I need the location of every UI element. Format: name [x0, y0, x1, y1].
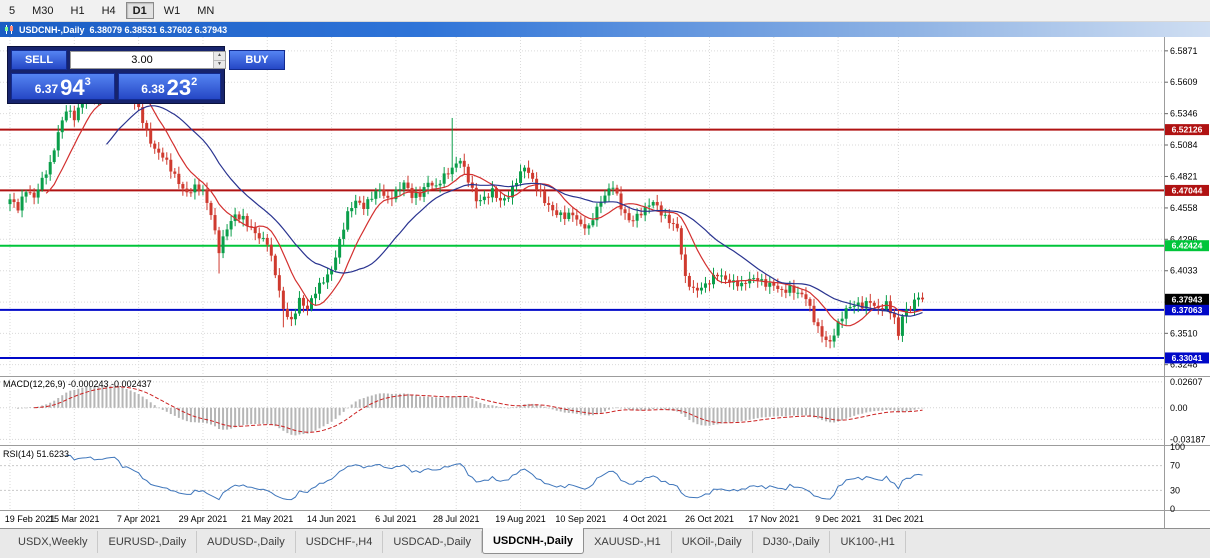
sell-price-pips: 94	[60, 75, 85, 100]
sell-price-point: 3	[84, 76, 91, 88]
price-tick-label: 6.5609	[1170, 77, 1198, 87]
chart-tab-usdchf-h4[interactable]: USDCHF-,H4	[296, 531, 384, 553]
x-axis-label: 19 Aug 2021	[495, 514, 546, 524]
chart-title-bar[interactable]: USDCNH-,Daily 6.38079 6.38531 6.37602 6.…	[0, 22, 1210, 37]
timeframe-button-d1[interactable]: D1	[125, 2, 154, 19]
rsi-indicator	[66, 454, 923, 501]
price-tick-label: 6.5871	[1170, 46, 1198, 56]
rsi-axis-label: 70	[1170, 461, 1180, 471]
chart-tab-bar: USDX,Weekly EURUSD-,Daily AUDUSD-,Daily USD…	[0, 528, 1210, 558]
price-tick-label: 6.4296	[1170, 234, 1198, 244]
sell-price-prefix: 6.37	[34, 82, 59, 96]
chart-title-symbol: USDCNH-,Daily	[19, 24, 85, 35]
macd-signal-line	[34, 386, 923, 433]
chart-tab-uk100-h1[interactable]: UK100-,H1	[830, 531, 906, 553]
rsi-axis-label: 0	[1170, 504, 1175, 514]
chart-tab-usdcad-daily[interactable]: USDCAD-,Daily	[383, 531, 482, 553]
x-axis-label: 10 Sep 2021	[555, 514, 606, 524]
chart-canvas[interactable]: 6.5871 6.5609 6.5346 6.5084 6.4821 6.4558 6.42…	[0, 37, 1210, 528]
x-axis-label: 17 Nov 2021	[748, 514, 799, 524]
chart-window-icon	[5, 25, 13, 34]
x-axis-label: 19 Feb 2021	[5, 514, 56, 524]
chart-tab-xauusd-h1[interactable]: XAUUSD-,H1	[584, 531, 672, 553]
price-line-badge	[1165, 240, 1209, 252]
svg-text:6.37063: 6.37063	[1172, 305, 1203, 315]
price-tick-label: 6.4033	[1170, 266, 1198, 276]
macd-axis-label: 0.02607	[1170, 377, 1203, 387]
current-price-badge	[1165, 293, 1209, 305]
chart-tab-dj30-daily[interactable]: DJ30-,Daily	[753, 531, 831, 553]
chart-tab-usdcnh-daily[interactable]: USDCNH-,Daily	[481, 528, 585, 554]
price-tick-label: 6.4821	[1170, 171, 1198, 181]
timeframe-button-h4[interactable]: H4	[95, 2, 123, 19]
chart-tab-usdx-weekly[interactable]: USDX,Weekly	[8, 531, 99, 553]
moving-averages	[45, 88, 923, 327]
volume-input[interactable]	[71, 52, 213, 68]
x-axis-label: 31 Dec 2021	[873, 514, 924, 524]
x-axis-label: 6 Jul 2021	[375, 514, 417, 524]
rsi-axis-label: 100	[1170, 442, 1185, 452]
panel-frames	[0, 37, 1210, 528]
volume-field: ▲ ▼	[70, 51, 226, 69]
indicator-headers: MACD(12,26,9) -0.000243 -0.002437 RSI(14)…	[3, 379, 152, 459]
chart-title-ohlc: 6.38079 6.38531 6.37602 6.37943	[89, 24, 228, 35]
price-line-badge	[1165, 352, 1209, 364]
volume-decrement-button[interactable]: ▼	[214, 59, 225, 68]
timeframe-toolbar: 5 M30 H1 H4 D1 W1 MN	[0, 0, 1210, 22]
rsi-header: RSI(14) 51.6233	[3, 449, 69, 459]
x-axis-label: 4 Oct 2021	[623, 514, 667, 524]
x-axis-label: 21 May 2021	[241, 514, 293, 524]
price-line-badge	[1165, 304, 1209, 316]
macd-header: MACD(12,26,9) -0.000243 -0.002437	[3, 379, 152, 389]
rsi-axis-label: 30	[1170, 485, 1180, 495]
x-axis-label: 9 Dec 2021	[815, 514, 861, 524]
timeframe-button-w1[interactable]: W1	[157, 2, 188, 19]
svg-text:6.42424: 6.42424	[1172, 241, 1203, 251]
price-tick-label: 6.5084	[1170, 140, 1198, 150]
macd-indicator	[17, 385, 924, 436]
x-axis-label: 29 Apr 2021	[179, 514, 228, 524]
price-tick-label: 6.3510	[1170, 328, 1198, 338]
macd-axis-label: 0.00	[1170, 403, 1188, 413]
svg-text:6.37943: 6.37943	[1172, 294, 1203, 304]
price-tick-label: 6.3248	[1170, 360, 1198, 370]
rsi-line	[66, 454, 923, 501]
price-tick-label: 6.4558	[1170, 203, 1198, 213]
one-click-trading-panel: SELL ▲ ▼ BUY 6.37 94 3 6.38 23 2	[7, 46, 285, 104]
sell-button[interactable]: SELL	[11, 50, 67, 70]
sell-price-button[interactable]: 6.37 94 3	[11, 73, 115, 100]
svg-text:6.33041: 6.33041	[1172, 353, 1203, 363]
svg-text:6.47044: 6.47044	[1172, 185, 1203, 195]
chart-tab-audusd-daily[interactable]: AUDUSD-,Daily	[197, 531, 296, 553]
svg-text:6.52126: 6.52126	[1172, 125, 1203, 135]
timeframe-button-m30[interactable]: M30	[25, 2, 60, 19]
x-axis-label: 7 Apr 2021	[117, 514, 161, 524]
timeframe-button-h1[interactable]: H1	[64, 2, 92, 19]
x-axis-label: 28 Jul 2021	[433, 514, 480, 524]
macd-axis-label: -0.03187	[1170, 434, 1206, 444]
price-badges: 6.52126 6.47044 6.42424 6.37063 6.33041 6.379…	[1165, 124, 1209, 364]
volume-increment-button[interactable]: ▲	[214, 52, 225, 60]
buy-price-point: 2	[191, 76, 198, 88]
buy-price-pips: 23	[166, 75, 192, 100]
chart-tab-eurusd-daily[interactable]: EURUSD-,Daily	[98, 531, 198, 553]
x-axis-label: 26 Oct 2021	[685, 514, 734, 524]
buy-button[interactable]: BUY	[229, 50, 285, 70]
ma-fast-line	[45, 88, 923, 327]
buy-price-button[interactable]: 6.38 23 2	[117, 73, 221, 100]
volume-spinner: ▲ ▼	[213, 52, 225, 68]
timeframe-button-5[interactable]: 5	[2, 2, 22, 19]
price-tick-label: 6.5346	[1170, 109, 1198, 119]
x-axis-label: 15 Mar 2021	[49, 514, 100, 524]
buy-price-prefix: 6.38	[141, 82, 165, 96]
candlestick-series	[8, 64, 925, 349]
price-line-badge	[1165, 184, 1209, 196]
timeframe-button-mn[interactable]: MN	[190, 2, 221, 19]
ma-slow-line	[106, 105, 923, 317]
price-line-badge	[1165, 124, 1209, 136]
x-axis-label: 14 Jun 2021	[307, 514, 357, 524]
chart-tab-ukoil-daily[interactable]: UKOil-,Daily	[672, 531, 753, 553]
